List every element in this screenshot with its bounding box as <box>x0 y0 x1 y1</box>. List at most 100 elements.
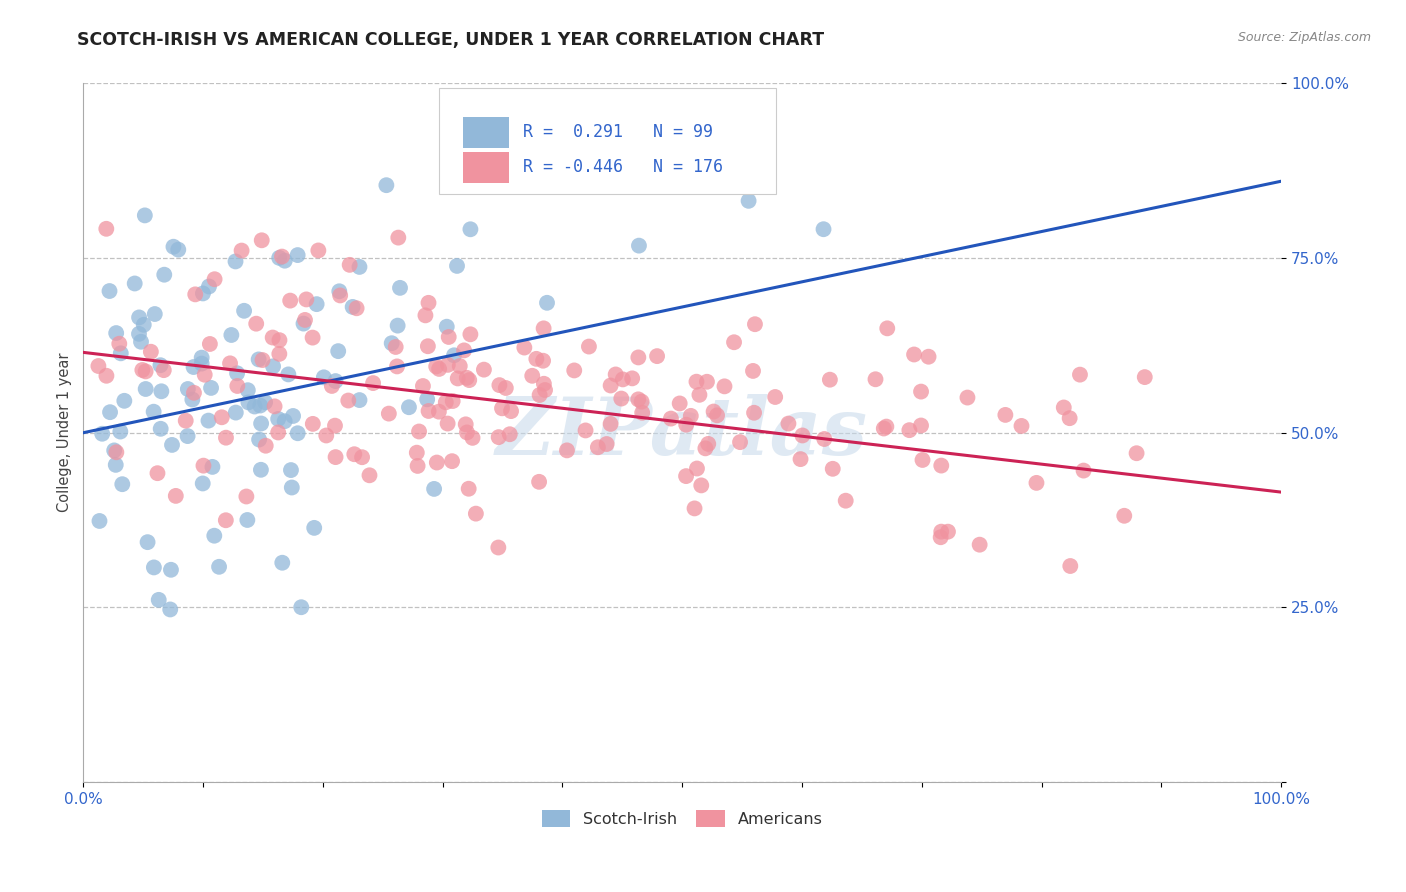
Point <box>685 375 707 389</box>
Point <box>415 309 437 323</box>
Point <box>315 428 337 442</box>
Point <box>1053 401 1076 415</box>
Point <box>789 452 811 467</box>
Point <box>247 433 270 447</box>
Point <box>423 482 446 496</box>
Point <box>876 321 898 335</box>
Point <box>190 351 212 365</box>
Point <box>460 222 482 236</box>
Point <box>204 272 226 286</box>
Point <box>346 301 368 316</box>
Point <box>271 250 294 264</box>
Point <box>143 307 166 321</box>
Point <box>105 326 128 340</box>
Point <box>132 318 155 332</box>
Point <box>408 425 430 439</box>
Point <box>359 468 381 483</box>
Point <box>389 281 412 295</box>
Point <box>329 288 352 302</box>
Point <box>280 463 302 477</box>
Point <box>835 493 858 508</box>
Point <box>274 253 297 268</box>
Point <box>375 178 398 193</box>
Point <box>238 395 260 409</box>
Point <box>215 513 238 527</box>
Point <box>533 321 555 335</box>
Point <box>695 442 717 456</box>
Point <box>174 414 197 428</box>
Point <box>436 319 458 334</box>
Point <box>273 414 295 428</box>
Point <box>792 428 814 442</box>
Point <box>305 297 328 311</box>
Text: R = -0.446   N = 176: R = -0.446 N = 176 <box>523 158 723 177</box>
Point <box>456 425 478 440</box>
Point <box>201 459 224 474</box>
Point <box>250 463 273 477</box>
Point <box>184 287 207 301</box>
Point <box>586 440 609 454</box>
Point <box>105 445 128 459</box>
Text: SCOTCH-IRISH VS AMERICAN COLLEGE, UNDER 1 YEAR CORRELATION CHART: SCOTCH-IRISH VS AMERICAN COLLEGE, UNDER … <box>77 31 824 49</box>
Point <box>96 221 118 235</box>
Text: ZIPatlas: ZIPatlas <box>496 394 869 472</box>
Point <box>994 408 1017 422</box>
Point <box>956 391 979 405</box>
Point <box>387 230 409 244</box>
Point <box>929 530 952 544</box>
Point <box>243 400 266 414</box>
Point <box>89 514 111 528</box>
Point <box>464 507 486 521</box>
Point <box>818 373 841 387</box>
Point <box>221 328 243 343</box>
Point <box>160 563 183 577</box>
Point <box>744 317 766 331</box>
Point <box>91 426 114 441</box>
Point <box>153 268 176 282</box>
Point <box>527 475 550 489</box>
Point <box>247 352 270 367</box>
Point <box>254 439 277 453</box>
Point <box>202 529 225 543</box>
Point <box>686 461 709 475</box>
Point <box>1059 411 1081 425</box>
Point <box>737 194 759 208</box>
Point <box>200 381 222 395</box>
Point <box>321 379 343 393</box>
Point <box>385 359 408 374</box>
Point <box>929 458 952 473</box>
Point <box>742 406 765 420</box>
Point <box>499 427 522 442</box>
Point <box>441 454 464 468</box>
Point <box>668 396 690 410</box>
Point <box>183 385 205 400</box>
Point <box>1125 446 1147 460</box>
Point <box>142 560 165 574</box>
Point <box>688 388 710 402</box>
Point <box>150 384 173 399</box>
Point <box>302 521 325 535</box>
Point <box>160 438 183 452</box>
Point <box>427 362 450 376</box>
Point <box>262 359 284 374</box>
Point <box>252 353 274 368</box>
Text: Source: ZipAtlas.com: Source: ZipAtlas.com <box>1237 31 1371 45</box>
Point <box>449 359 471 373</box>
Point <box>250 417 273 431</box>
Point <box>165 489 187 503</box>
Point <box>875 419 897 434</box>
Legend: Scotch-Irish, Americans: Scotch-Irish, Americans <box>536 803 830 833</box>
Point <box>898 423 921 437</box>
Point <box>659 411 682 425</box>
Point <box>111 477 134 491</box>
Point <box>627 238 650 252</box>
Point <box>328 344 350 359</box>
Point <box>418 295 440 310</box>
Point <box>198 279 221 293</box>
Point <box>233 303 256 318</box>
Point <box>405 445 427 459</box>
Point <box>491 401 513 416</box>
Point <box>226 379 249 393</box>
Point <box>301 330 323 344</box>
Point <box>181 392 204 407</box>
